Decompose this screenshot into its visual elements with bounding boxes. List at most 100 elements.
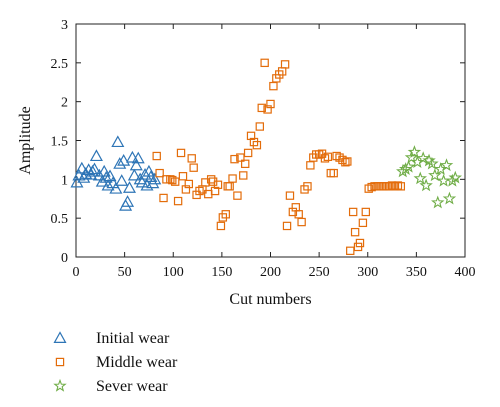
initial-wear-point	[87, 162, 101, 175]
middle-wear-point	[187, 154, 196, 163]
middle-wear-point	[228, 174, 237, 183]
x-tick-label: 400	[455, 265, 476, 280]
middle-wear-point	[159, 193, 168, 203]
middle-wear-point	[225, 182, 234, 191]
legend-sever-wear-marker	[53, 378, 67, 392]
legend-middle-wear-marker	[55, 357, 65, 367]
middle-wear-point	[282, 221, 292, 231]
middle-wear-point	[396, 182, 406, 191]
y-tick-label: 1.5	[51, 135, 69, 150]
middle-wear-point	[206, 175, 216, 184]
y-tick-label: 0.5	[51, 212, 69, 227]
middle-wear-point	[257, 103, 266, 113]
middle-wear-point	[236, 153, 245, 162]
initial-wear-point	[122, 181, 137, 193]
middle-wear-point	[221, 210, 230, 219]
x-tick-label: 200	[260, 265, 281, 280]
middle-wear-point	[252, 140, 262, 150]
middle-wear-point	[260, 58, 269, 68]
sever-wear-point	[422, 153, 436, 167]
initial-wear-point	[109, 181, 123, 194]
middle-wear-point	[285, 191, 295, 200]
middle-wear-point	[189, 163, 198, 172]
middle-wear-point	[341, 158, 350, 167]
initial-wear-point	[138, 167, 152, 180]
middle-wear-point	[361, 207, 371, 217]
y-tick-label: 3	[61, 18, 68, 33]
middle-wear-point	[155, 168, 164, 178]
middle-wear-point	[181, 185, 191, 194]
middle-wear-point	[384, 182, 394, 191]
middle-wear-point	[246, 131, 256, 141]
middle-wear-point	[184, 179, 194, 189]
sever-wear-point	[401, 159, 416, 173]
initial-wear-point	[113, 157, 127, 169]
middle-wear-point	[166, 175, 175, 184]
middle-wear-point	[320, 154, 330, 163]
y-axis-label: Amplitude	[17, 106, 34, 174]
middle-wear-point	[291, 203, 300, 212]
middle-wear-point	[263, 105, 272, 114]
middle-wear-point	[326, 168, 335, 178]
plot-border	[75, 23, 466, 258]
middle-wear-point	[168, 175, 177, 185]
middle-wear-point	[390, 182, 400, 191]
y-tick-label: 2	[61, 96, 68, 111]
middle-wear-point	[210, 186, 220, 196]
sever-wear-point	[407, 145, 422, 158]
sever-wear-point	[431, 195, 445, 209]
sever-wear-point	[416, 151, 430, 165]
middle-wear-point	[255, 122, 265, 131]
initial-wear-point	[115, 174, 129, 186]
sever-wear-point	[413, 171, 428, 185]
sever-wear-point	[404, 150, 419, 164]
x-tick-label: 300	[357, 265, 378, 280]
middle-wear-point	[297, 217, 306, 227]
middle-wear-point	[367, 182, 376, 192]
initial-wear-point	[75, 161, 89, 174]
middle-wear-point	[303, 182, 312, 191]
legend-sever-wear-label: Sever wear	[96, 378, 168, 395]
middle-wear-point	[266, 99, 275, 109]
sever-wear-point	[436, 173, 451, 187]
middle-wear-point	[346, 246, 355, 255]
middle-wear-point	[243, 148, 253, 158]
y-tick-label: 0	[61, 251, 68, 266]
middle-wear-point	[152, 151, 161, 161]
axis-ticks: 0 50 100 150 200 250 300 350 400 0 0.5 1 1.5 2 2.5 3	[51, 18, 476, 280]
middle-wear-point	[230, 154, 239, 164]
initial-wear-point	[140, 178, 154, 191]
middle-wear-point	[338, 155, 347, 165]
initial-wear-point	[92, 168, 106, 181]
initial-wear-point	[127, 168, 141, 181]
initial-wear-point	[99, 171, 113, 183]
middle-wear-point	[216, 221, 226, 231]
sever-wear-point	[425, 156, 439, 170]
sever-wear-point	[448, 170, 463, 184]
middle-wear-point	[387, 181, 397, 190]
x-tick-label: 150	[211, 265, 232, 280]
middle-wear-point	[239, 171, 248, 180]
initial-wear-point	[117, 153, 131, 166]
middle-wear-point	[233, 191, 242, 200]
plot-frame	[75, 23, 466, 258]
initial-wear-point	[121, 195, 135, 207]
middle-wear-point	[213, 180, 223, 189]
middle-wear-point	[241, 159, 250, 168]
middle-wear-point	[323, 152, 333, 162]
middle-wear-point	[306, 161, 315, 170]
x-tick-label: 0	[73, 265, 80, 280]
legend: Initial wear Middle wear Sever wear	[53, 330, 178, 395]
middle-wear-point	[350, 227, 360, 237]
x-tick-label: 50	[118, 265, 132, 280]
middle-wear-point	[393, 181, 403, 190]
initial-wear-point	[129, 158, 143, 171]
middle-wear-point	[223, 182, 232, 191]
initial-wear-point	[101, 178, 115, 191]
middle-wear-point	[343, 157, 352, 166]
sever-wear-point	[439, 158, 454, 172]
sever-wear-point	[433, 162, 448, 175]
sever-wear-point	[445, 173, 460, 187]
middle-wear-point	[170, 177, 180, 186]
y-tick-label: 2.5	[51, 57, 69, 72]
